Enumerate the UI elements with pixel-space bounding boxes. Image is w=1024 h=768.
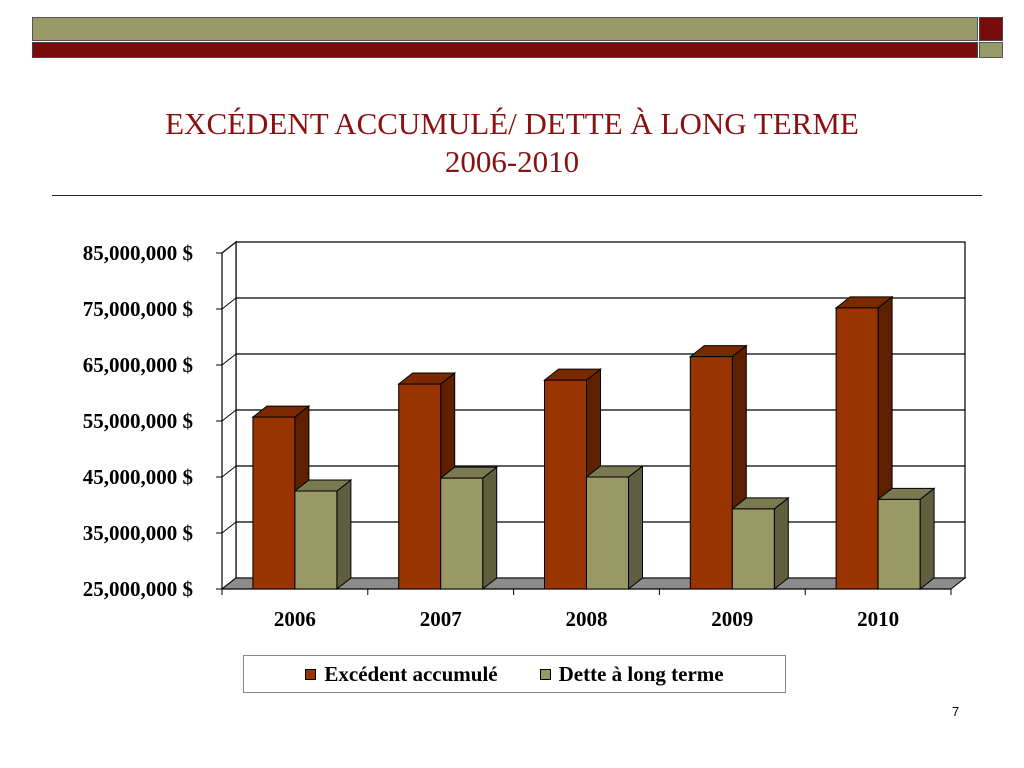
y-tick-label: 85,000,000 $ (83, 241, 193, 265)
header-maroon-bar (32, 42, 978, 58)
bar-dette-2006-side (336, 478, 352, 591)
bar-dette-2006 (294, 490, 338, 590)
bar-dette-2009-side (773, 496, 789, 591)
x-tick-label: 2007 (420, 607, 462, 631)
bar-excedent-2006 (252, 416, 296, 590)
bar-dette-2008-side (628, 464, 643, 591)
gridline-side (221, 297, 237, 310)
title-divider (52, 195, 982, 196)
gridline-side (221, 465, 237, 478)
bar-dette-2009 (731, 508, 775, 590)
gridline-side (221, 409, 237, 422)
bar-dette-2010 (877, 498, 921, 590)
y-tick-label: 25,000,000 $ (83, 577, 193, 601)
bar-excedent-2009 (689, 356, 733, 590)
legend-item-dette: Dette à long terme (539, 661, 724, 687)
bar-dette-2010-side (919, 487, 935, 591)
header-olive-square (979, 42, 1003, 58)
x-tick-label: 2008 (566, 607, 608, 631)
bar-excedent-2007 (398, 383, 442, 590)
header-maroon-square (979, 17, 1003, 41)
x-tick-label: 2009 (711, 607, 753, 631)
legend-item-excedent: Excédent accumulé (305, 661, 498, 687)
bar-excedent-2008 (544, 379, 587, 590)
legend-swatch-dette (539, 668, 551, 680)
legend-swatch-excedent (305, 668, 317, 680)
y-tick-label: 35,000,000 $ (83, 521, 193, 545)
x-tick-label: 2010 (857, 607, 899, 631)
bar-dette-2007-side (482, 466, 498, 591)
y-tick-label: 45,000,000 $ (83, 465, 193, 489)
legend-label-dette: Dette à long terme (558, 661, 724, 686)
gridline-side (221, 353, 237, 366)
bar-excedent-2010 (835, 307, 879, 590)
legend-label-excedent: Excédent accumulé (324, 661, 498, 686)
slide-title: EXCÉDENT ACCUMULÉ/ DETTE À LONG TERME (165, 106, 859, 141)
y-tick-label: 75,000,000 $ (83, 297, 193, 321)
gridline-side (221, 521, 237, 534)
x-tick-label: 2006 (274, 607, 316, 631)
bar-dette-2007 (440, 477, 484, 590)
page-number: 7 (952, 704, 960, 719)
header-olive-bar (32, 17, 978, 41)
y-tick-label: 65,000,000 $ (83, 353, 193, 377)
chart-legend: Excédent accumulé Dette à long terme (243, 655, 786, 693)
y-tick-label: 55,000,000 $ (83, 409, 193, 433)
bar-dette-2008 (586, 476, 629, 590)
slide-subtitle: 2006-2010 (444, 144, 580, 179)
